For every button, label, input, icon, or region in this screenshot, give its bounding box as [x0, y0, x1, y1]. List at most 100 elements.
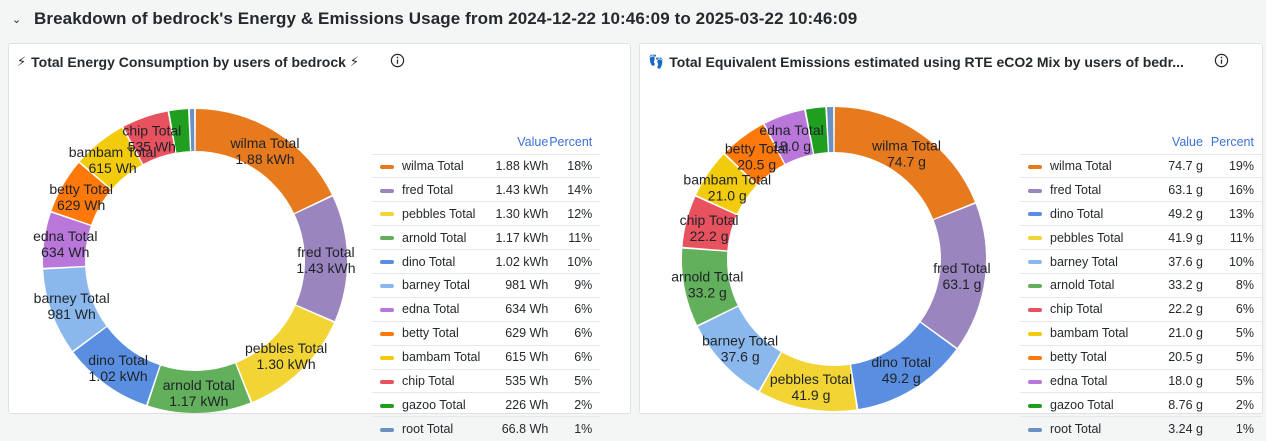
- legend-row[interactable]: arnold Total 33.2 g 8%: [1020, 272, 1262, 298]
- panel-title: 👣 Total Equivalent Emissions estimated u…: [648, 52, 1184, 72]
- legend-series-name[interactable]: chip Total: [1020, 296, 1157, 322]
- pie-slice-edna-total[interactable]: [764, 109, 813, 164]
- legend-series-label: root Total: [402, 421, 454, 436]
- legend-series-name[interactable]: betty Total: [1020, 344, 1157, 370]
- legend-row[interactable]: arnold Total 1.17 kWh 11%: [372, 225, 601, 250]
- legend-row[interactable]: barney Total 37.6 g 10%: [1020, 249, 1262, 274]
- legend-row[interactable]: pebbles Total 41.9 g 11%: [1020, 225, 1262, 250]
- legend-row[interactable]: bambam Total 21.0 g 5%: [1020, 320, 1262, 346]
- legend-row[interactable]: betty Total 629 Wh 6%: [372, 320, 601, 346]
- legend-series-name[interactable]: wilma Total: [372, 153, 481, 178]
- legend-row[interactable]: wilma Total 74.7 g 19%: [1020, 153, 1262, 178]
- legend-series-name[interactable]: edna Total: [1020, 368, 1157, 393]
- legend-row[interactable]: gazoo Total 226 Wh 2%: [372, 392, 601, 417]
- legend-series-name[interactable]: chip Total: [372, 368, 481, 393]
- legend-series-name[interactable]: root Total: [1020, 416, 1157, 441]
- pie-slice-arnold-total[interactable]: [147, 363, 251, 413]
- legend-row[interactable]: chip Total 22.2 g 6%: [1020, 296, 1262, 322]
- legend-series-name[interactable]: fred Total: [372, 177, 481, 202]
- pie-slice-chip-total[interactable]: [123, 111, 176, 164]
- legend-percent: 8%: [1202, 272, 1262, 298]
- legend-series-name[interactable]: arnold Total: [1020, 272, 1157, 298]
- legend-header-percent[interactable]: Percent: [1210, 134, 1254, 149]
- legend-header-value[interactable]: Value: [517, 134, 549, 149]
- legend-series-name[interactable]: arnold Total: [372, 225, 481, 250]
- pie-slice-betty-total[interactable]: [724, 124, 785, 185]
- legend-series-label: gazoo Total: [1050, 397, 1114, 412]
- legend-row[interactable]: root Total 3.24 g 1%: [1020, 416, 1262, 441]
- legend-series-label: dino Total: [402, 254, 456, 269]
- slice-label-value: 1.88 kWh: [235, 151, 294, 167]
- legend-series-name[interactable]: fred Total: [1020, 177, 1157, 202]
- legend-series-name[interactable]: pebbles Total: [1020, 225, 1157, 250]
- slice-label-name: barney Total: [34, 290, 110, 306]
- legend-value: 535 Wh: [480, 368, 549, 393]
- pie-slice-barney-total[interactable]: [43, 267, 107, 351]
- pie-slice-pebbles-total[interactable]: [236, 305, 334, 402]
- lightning-icon: ⚡: [349, 54, 360, 69]
- legend-series-name[interactable]: edna Total: [372, 296, 481, 322]
- legend-row[interactable]: dino Total 49.2 g 13%: [1020, 201, 1262, 226]
- legend-value: 1.30 kWh: [480, 201, 549, 226]
- legend-series-name[interactable]: bambam Total: [372, 344, 481, 370]
- legend-percent: 5%: [1202, 344, 1262, 370]
- pie-slice-root-total[interactable]: [189, 109, 195, 152]
- legend-series-name[interactable]: dino Total: [372, 249, 481, 274]
- legend-series-name[interactable]: barney Total: [1020, 249, 1157, 274]
- pie-slice-gazoo-total[interactable]: [169, 109, 190, 153]
- pie-slice-bambam-total[interactable]: [696, 154, 757, 214]
- pie-slice-fred-total[interactable]: [294, 196, 347, 322]
- legend-value: 1.43 kWh: [480, 177, 549, 202]
- pie-slice-wilma-total[interactable]: [195, 109, 332, 214]
- legend-row[interactable]: fred Total 63.1 g 16%: [1020, 177, 1262, 202]
- pie-slice-pebbles-total[interactable]: [760, 352, 857, 411]
- info-circle-icon[interactable]: [1214, 53, 1229, 68]
- legend-series-name[interactable]: wilma Total: [1020, 153, 1157, 178]
- pie-slice-betty-total[interactable]: [51, 163, 111, 225]
- legend-row[interactable]: edna Total 18.0 g 5%: [1020, 368, 1262, 393]
- legend-row[interactable]: root Total 66.8 Wh 1%: [372, 416, 601, 441]
- pie-slice-fred-total[interactable]: [920, 203, 986, 348]
- pie-slice-chip-total[interactable]: [682, 196, 737, 251]
- legend-series-name[interactable]: barney Total: [372, 272, 481, 298]
- legend-row[interactable]: betty Total 20.5 g 5%: [1020, 344, 1262, 370]
- legend-header-value[interactable]: Value: [1171, 134, 1203, 149]
- legend-row[interactable]: chip Total 535 Wh 5%: [372, 368, 601, 393]
- info-circle-icon[interactable]: [390, 53, 405, 68]
- pie-slice-barney-total[interactable]: [697, 306, 781, 391]
- legend-series-name[interactable]: pebbles Total: [372, 201, 481, 226]
- legend-row[interactable]: barney Total 981 Wh 9%: [372, 272, 601, 298]
- pie-slice-dino-total[interactable]: [73, 327, 160, 405]
- legend-row[interactable]: dino Total 1.02 kWh 10%: [372, 249, 601, 274]
- pie-slice-wilma-total[interactable]: [834, 107, 975, 219]
- legend-series-label: wilma Total: [402, 158, 464, 173]
- legend-series-name[interactable]: betty Total: [372, 320, 481, 346]
- pie-slice-bambam-total[interactable]: [79, 127, 143, 190]
- legend-series-name[interactable]: gazoo Total: [1020, 392, 1157, 417]
- legend-value: 18.0 g: [1156, 368, 1203, 393]
- legend-row[interactable]: pebbles Total 1.30 kWh 12%: [372, 201, 601, 226]
- legend-value: 37.6 g: [1156, 249, 1203, 274]
- pie-slice-edna-total[interactable]: [43, 212, 91, 268]
- pie-slice-root-total[interactable]: [827, 107, 834, 153]
- legend-row[interactable]: fred Total 1.43 kWh 14%: [372, 177, 601, 202]
- pie-slice-arnold-total[interactable]: [682, 248, 738, 326]
- legend-series-name[interactable]: gazoo Total: [372, 392, 481, 417]
- slice-label-value: 41.9 g: [791, 387, 830, 403]
- legend-series-name[interactable]: bambam Total: [1020, 320, 1157, 346]
- slice-label-value: 634 Wh: [41, 244, 89, 260]
- pie-slice-gazoo-total[interactable]: [805, 107, 828, 154]
- pie-slice-dino-total[interactable]: [851, 322, 957, 410]
- legend-series-name[interactable]: dino Total: [1020, 201, 1157, 226]
- legend-row[interactable]: bambam Total 615 Wh 6%: [372, 344, 601, 370]
- row-header[interactable]: ⌄ Breakdown of bedrock's Energy & Emissi…: [0, 0, 1266, 38]
- chevron-down-icon[interactable]: ⌄: [12, 13, 22, 26]
- slice-label-name: bambam Total: [683, 172, 771, 188]
- legend-row[interactable]: wilma Total 1.88 kWh 18%: [372, 153, 601, 178]
- slice-label-value: 1.02 kWh: [89, 368, 148, 384]
- legend-row[interactable]: edna Total 634 Wh 6%: [372, 296, 601, 322]
- legend-header-percent[interactable]: Percent: [549, 134, 593, 149]
- legend-row[interactable]: gazoo Total 8.76 g 2%: [1020, 392, 1262, 417]
- legend-series-name[interactable]: root Total: [372, 416, 481, 441]
